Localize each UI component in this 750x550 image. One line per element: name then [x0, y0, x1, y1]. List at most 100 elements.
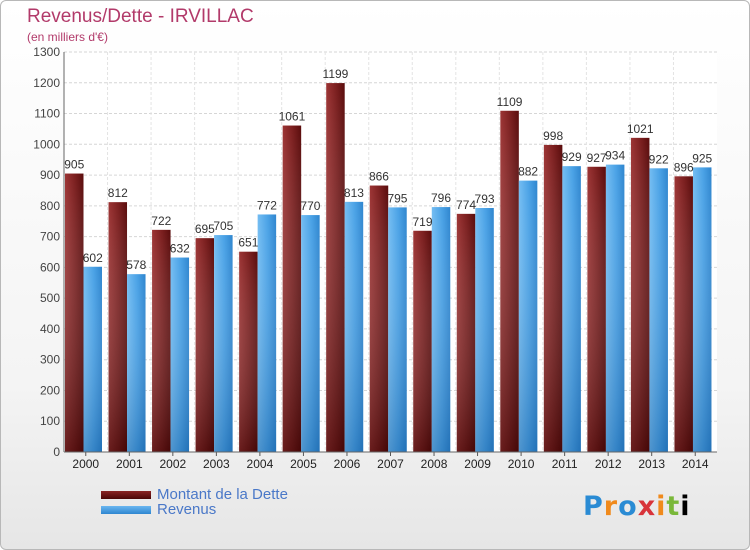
bar-revenue-shade: [257, 214, 277, 452]
data-label-debt: 722: [151, 214, 171, 228]
x-tick-label: 2013: [638, 457, 665, 471]
bar-debt-shade: [413, 230, 432, 452]
legend-label-revenue: Revenus: [157, 501, 217, 518]
bar-revenue-shade: [518, 180, 538, 452]
bar-revenue-shade: [475, 208, 494, 452]
bar-revenue-shade: [127, 274, 146, 452]
data-label-revenue: 934: [605, 149, 625, 163]
data-label-revenue: 925: [692, 151, 712, 165]
bar-debt-shade: [630, 137, 650, 452]
y-tick-label: 400: [40, 322, 60, 336]
y-tick-label: 1300: [33, 45, 60, 59]
y-tick-label: 0: [53, 445, 60, 459]
legend: Montant de la Dette Revenus: [101, 486, 288, 518]
legend-label-debt: Montant de la Dette: [157, 486, 288, 503]
data-label-debt: 905: [64, 158, 84, 172]
y-tick-label: 300: [40, 353, 60, 367]
x-tick-label: 2002: [159, 457, 186, 471]
bar-revenue-shade: [605, 164, 625, 452]
data-label-revenue: 578: [126, 258, 146, 272]
x-tick-label: 2001: [116, 457, 143, 471]
data-label-revenue: 922: [649, 152, 669, 166]
bar-revenue-shade: [649, 168, 668, 453]
bar-revenue-shade: [170, 257, 190, 452]
proxiti-logo: Proxiti: [583, 491, 691, 522]
y-tick-label: 1100: [34, 107, 60, 121]
data-label-revenue: 705: [213, 219, 233, 233]
data-label-debt: 1021: [627, 122, 654, 136]
y-tick-label: 500: [40, 291, 60, 305]
bar-debt-shade: [587, 166, 606, 452]
bar-debt-shade: [543, 144, 563, 452]
y-tick-label: 600: [40, 260, 60, 274]
bar-debt-shade: [456, 213, 476, 452]
data-label-debt: 774: [456, 198, 476, 212]
bar-debt-shade: [152, 229, 171, 452]
bar-revenue-shade: [431, 207, 451, 452]
data-label-revenue: 772: [257, 198, 277, 212]
bar-revenue-shade: [388, 207, 407, 452]
data-label-revenue: 602: [83, 251, 103, 265]
bar-revenue-shade: [562, 166, 581, 452]
bar-debt-shade: [195, 238, 215, 452]
x-tick-label: 2006: [334, 457, 361, 471]
data-label-revenue: 882: [518, 165, 538, 179]
x-tick-label: 2009: [464, 457, 491, 471]
x-tick-label: 2003: [203, 457, 230, 471]
data-label-debt: 1109: [497, 95, 523, 109]
x-tick-label: 2005: [290, 457, 317, 471]
y-tick-label: 700: [40, 230, 60, 244]
data-label-debt: 896: [674, 160, 694, 174]
bar-revenue-shade: [83, 266, 102, 452]
x-tick-label: 2010: [508, 457, 535, 471]
bar-debt-shade: [65, 173, 84, 453]
bar-debt-shade: [108, 202, 128, 452]
data-label-debt: 866: [369, 170, 389, 184]
bar-debt-shade: [500, 110, 519, 453]
y-tick-label: 100: [40, 414, 60, 428]
x-tick-label: 2004: [247, 457, 274, 471]
data-label-debt: 651: [238, 236, 258, 250]
data-label-revenue: 795: [387, 191, 407, 205]
bar-debt-shade: [674, 176, 693, 453]
y-tick-label: 800: [40, 199, 60, 213]
data-label-revenue: 929: [562, 150, 582, 164]
data-label-revenue: 632: [170, 242, 190, 256]
data-label-debt: 927: [587, 151, 607, 165]
bar-revenue-shade: [692, 167, 712, 452]
bar-debt-shade: [369, 185, 389, 453]
data-label-debt: 1061: [279, 110, 306, 124]
y-tick-label: 1000: [33, 137, 60, 151]
x-tick-label: 2000: [72, 457, 99, 471]
y-tick-label: 1200: [33, 76, 60, 90]
bar-debt-shade: [326, 83, 345, 453]
data-label-debt: 695: [195, 222, 215, 236]
bar-revenue-shade: [301, 215, 320, 452]
data-label-debt: 812: [108, 186, 128, 200]
chart-subtitle: (en milliers d'€): [27, 30, 108, 44]
data-label-revenue: 813: [344, 186, 364, 200]
legend-item-revenue: Revenus: [101, 501, 288, 518]
legend-swatch-debt: [101, 490, 151, 499]
legend-swatch-revenue: [101, 505, 151, 514]
data-label-revenue: 796: [431, 191, 451, 205]
y-tick-label: 200: [40, 383, 60, 397]
data-label-revenue: 770: [300, 199, 320, 213]
data-label-debt: 719: [413, 215, 433, 229]
x-tick-label: 2008: [421, 457, 448, 471]
y-tick-label: 900: [40, 168, 60, 182]
bar-debt-shade: [282, 125, 302, 453]
bar-revenue-shade: [344, 201, 364, 452]
x-tick-label: 2011: [552, 457, 578, 471]
data-label-debt: 1199: [323, 67, 349, 81]
x-tick-label: 2012: [595, 457, 622, 471]
x-tick-label: 2007: [377, 457, 404, 471]
chart-title: Revenus/Dette - IRVILLAC: [27, 6, 254, 27]
data-label-debt: 998: [543, 129, 563, 143]
data-label-revenue: 793: [475, 192, 495, 206]
bar-revenue-shade: [214, 235, 233, 452]
legend-item-debt: Montant de la Dette: [101, 486, 288, 503]
bar-debt-shade: [239, 251, 258, 452]
